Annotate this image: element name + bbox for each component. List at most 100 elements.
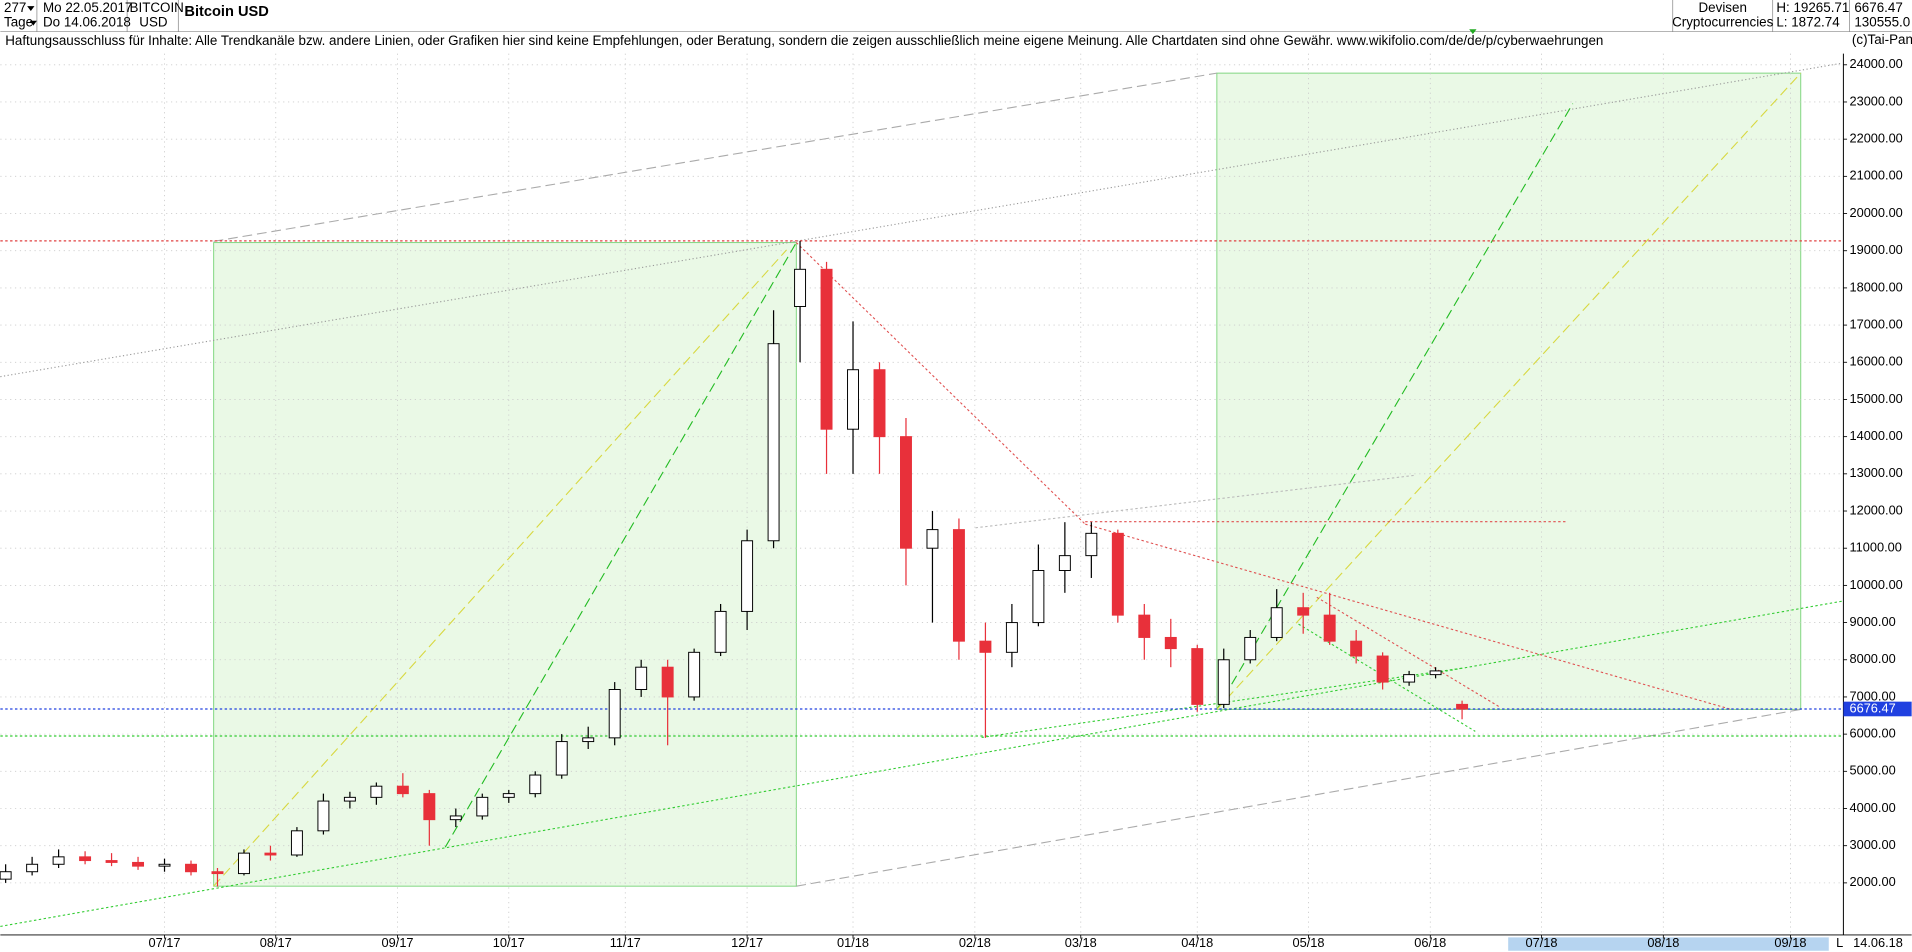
candle-body	[555, 741, 568, 776]
reference-lines	[0, 240, 1844, 737]
y-tick-label: 2000.00	[1849, 874, 1895, 889]
y-tick-label: 6000.00	[1849, 726, 1895, 741]
trend-line	[213, 249, 787, 887]
trend-lines	[0, 62, 1844, 927]
candle-body	[1217, 659, 1230, 705]
candle-body	[79, 856, 92, 862]
candle-body	[900, 436, 912, 549]
candle-body	[1085, 532, 1098, 557]
candle-body	[847, 369, 859, 430]
marker-icon	[1469, 29, 1477, 35]
trend-line	[213, 72, 1217, 242]
candle-body	[582, 737, 595, 743]
candle-body	[741, 540, 754, 612]
candle-body	[1323, 614, 1336, 642]
instrument-title: Bitcoin USD	[184, 4, 268, 20]
candle-body	[237, 852, 250, 875]
x-tick-label: 04/18	[1181, 935, 1213, 950]
candle-body	[396, 785, 409, 795]
candle-body	[158, 863, 171, 867]
candle-body	[1164, 636, 1177, 650]
x-tick-label: 09/17	[382, 935, 414, 950]
candle-body	[979, 640, 992, 653]
candle-body	[1350, 640, 1363, 657]
bars-count[interactable]: 277	[4, 0, 26, 15]
price-tag	[1843, 701, 1912, 717]
candle-body	[343, 796, 356, 802]
candle-body	[608, 689, 621, 739]
candle-body	[767, 343, 780, 542]
period[interactable]: Tage	[4, 15, 33, 30]
candle-body	[476, 796, 489, 817]
category: Devisen	[1699, 0, 1747, 15]
y-tick-label: 4000.00	[1849, 800, 1895, 815]
candle-body	[1005, 622, 1018, 653]
y-tick-label: 7000.00	[1849, 688, 1895, 703]
trend-line	[795, 242, 1086, 525]
x-tick-label: 07/18	[1526, 935, 1558, 950]
mode[interactable]: L	[1836, 935, 1843, 950]
dropdown-icon[interactable]	[27, 6, 35, 11]
x-tick-label: 05/18	[1292, 935, 1324, 950]
gann-box	[213, 242, 797, 887]
x-tick-label: 07/17	[149, 935, 181, 950]
candle-body	[1058, 555, 1071, 572]
candle-body	[529, 774, 542, 795]
candle-body	[264, 852, 277, 856]
y-tick-label: 17000.00	[1849, 316, 1902, 331]
end-date: Do 14.06.2018	[43, 15, 131, 30]
dropdown-icon[interactable]	[29, 20, 37, 26]
candle-body	[290, 830, 303, 856]
scrollbar[interactable]	[1508, 937, 1829, 951]
candle-body	[26, 863, 39, 873]
y-tick-label: 16000.00	[1849, 354, 1902, 369]
x-tick-label: 12/17	[731, 935, 763, 950]
y-tick-label: 11000.00	[1849, 540, 1901, 555]
y-tick-label: 3000.00	[1849, 837, 1895, 852]
candle-body	[820, 268, 833, 430]
candle-body	[873, 369, 886, 438]
candle-body	[185, 863, 197, 873]
y-tick-label: 21000.00	[1849, 168, 1902, 183]
candle-body	[1111, 532, 1124, 616]
y-tick-label: 10000.00	[1849, 577, 1902, 592]
candle-body	[105, 860, 118, 863]
candle-body	[952, 529, 965, 642]
currency: USD	[139, 15, 168, 30]
y-tick-label: 15000.00	[1849, 391, 1902, 406]
candle-body	[1429, 670, 1442, 676]
y-tick-label: 18000.00	[1849, 279, 1902, 294]
y-tick-label: 12000.00	[1849, 502, 1902, 517]
candle-body	[714, 610, 727, 653]
price-tag-label: 6676.47	[1849, 700, 1895, 715]
y-tick-label: 22000.00	[1849, 131, 1902, 146]
candle-body	[926, 529, 939, 549]
grid	[0, 53, 1844, 935]
candle-body	[0, 871, 12, 880]
y-tick-label: 13000.00	[1849, 465, 1902, 480]
candle-body	[661, 666, 674, 698]
x-tick-label: 03/18	[1065, 935, 1097, 950]
trend-line	[796, 708, 1801, 887]
candle-body	[1270, 607, 1283, 638]
candle-body	[1191, 648, 1204, 705]
low: L: 1872.74	[1776, 15, 1840, 30]
candle-body	[1244, 636, 1257, 661]
candle-body	[449, 815, 462, 821]
y-tick-label: 23000.00	[1849, 93, 1902, 108]
axes: 2000.00 3000.00 4000.00 5000.00 6000.00 7000.…	[149, 56, 1912, 950]
candle-body	[423, 793, 436, 821]
y-tick-label: 14000.00	[1849, 428, 1902, 443]
footer-date: 14.06.18	[1853, 935, 1903, 950]
trend-line	[1216, 72, 1802, 710]
trend-line	[1316, 596, 1500, 708]
y-axis-panel	[1843, 53, 1912, 935]
candle-body	[1138, 614, 1151, 638]
x-tick-label: 02/18	[959, 935, 991, 950]
y-tick-label: 9000.00	[1849, 614, 1895, 629]
x-tick-label: 01/18	[837, 935, 869, 950]
x-tick-label: 08/17	[260, 935, 292, 950]
symbol: BITCOIN	[130, 0, 184, 15]
